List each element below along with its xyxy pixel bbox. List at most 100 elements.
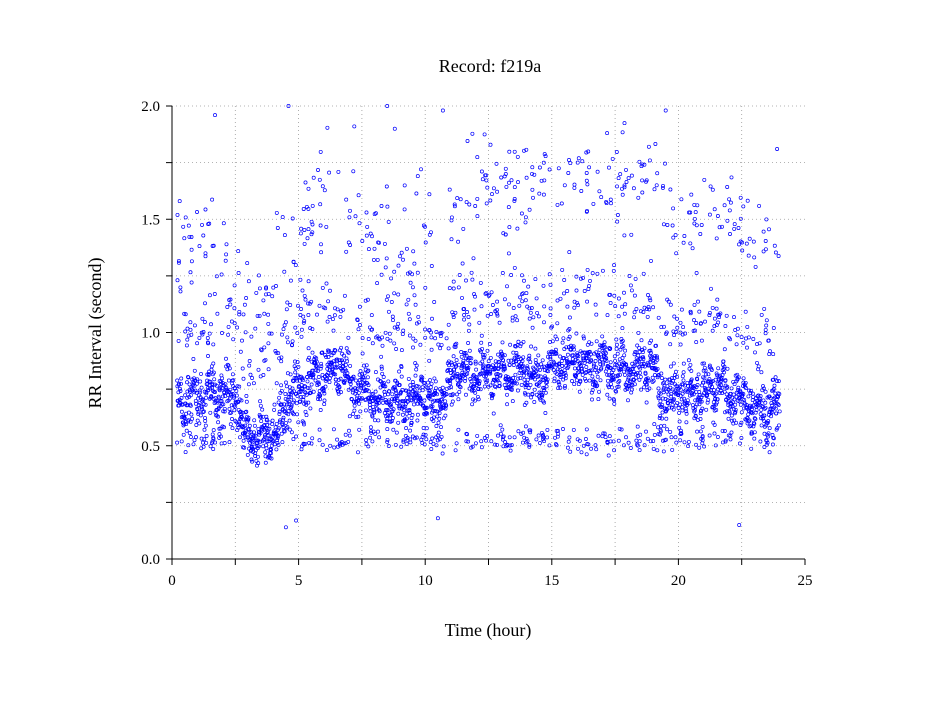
rr-data-point [364,438,369,443]
rr-data-point [342,381,347,385]
rr-data-point [401,399,406,404]
rr-data-point [462,306,467,311]
rr-data-point [605,372,610,377]
rr-data-point [339,345,344,350]
rr-data-point [523,215,528,220]
rr-data-point [245,261,250,266]
rr-data-point [397,406,402,411]
rr-data-point [326,299,331,304]
rr-data-point [241,376,246,381]
rr-data-point [322,402,327,407]
rr-data-point [317,393,322,398]
rr-data-point [322,398,327,403]
rr-data-point [216,414,220,419]
rr-data-point [526,284,531,289]
rr-data-point [290,390,295,395]
rr-data-point [673,435,678,440]
rr-data-point [211,370,216,375]
rr-data-point [287,427,292,432]
rr-data-point [352,399,357,404]
rr-data-point [380,396,385,401]
rr-data-point [524,366,529,370]
rr-data-point [586,287,591,291]
rr-data-point [290,339,295,344]
rr-data-point [432,300,437,304]
rr-data-point [588,368,593,373]
rr-data-point [366,247,371,252]
rr-data-point [211,447,216,451]
rr-data-point [741,392,746,396]
rr-data-point [625,387,630,391]
rr-data-point [758,412,763,417]
rr-data-point [185,380,189,385]
rr-data-point [511,306,516,310]
rr-data-point [446,322,451,327]
rr-data-point [641,357,646,361]
rr-data-point [229,410,234,415]
rr-data-point [310,436,315,441]
rr-data-point [572,299,577,304]
rr-data-point [373,431,378,436]
rr-data-point [626,440,631,445]
rr-data-point [235,384,240,389]
rr-data-point [527,444,532,449]
rr-data-point [319,364,324,369]
rr-data-point [274,447,279,452]
rr-data-point [615,351,620,356]
rr-data-point [249,444,254,449]
rr-data-point [679,197,684,202]
rr-data-point [201,410,206,415]
rr-data-point [379,204,384,208]
rr-data-point [179,381,183,386]
rr-data-point [411,249,416,254]
rr-data-point [566,439,571,444]
rr-data-point [646,144,651,149]
rr-data-point [363,388,368,393]
rr-data-point [528,360,533,365]
rr-data-point [602,431,607,436]
rr-data-point [509,387,514,392]
rr-data-point [720,385,725,390]
rr-data-point [620,304,625,309]
rr-data-point [497,320,502,325]
rr-data-point [473,441,478,446]
rr-data-point [188,270,193,275]
rr-data-point [354,415,359,420]
rr-data-point [386,294,390,299]
rr-data-point [208,386,212,391]
rr-data-point [232,386,237,390]
rr-data-point [414,363,419,368]
rr-data-point [725,185,730,189]
rr-data-point [398,254,402,259]
rr-data-point [469,270,474,275]
rr-data-point [384,297,389,302]
rr-data-point [736,375,741,380]
rr-data-point [536,433,541,438]
rr-data-point [746,394,751,399]
rr-data-point [322,188,327,193]
rr-data-point [379,396,384,401]
rr-data-point [442,403,447,408]
rr-data-point [542,178,547,183]
rr-data-point [488,355,493,360]
rr-data-point [423,327,428,332]
rr-data-point [473,398,477,403]
rr-data-point [280,332,284,337]
rr-data-point [290,342,295,347]
rr-data-point [298,277,303,282]
rr-data-point [567,250,572,255]
rr-data-point [366,383,371,388]
rr-data-point [724,313,729,318]
rr-data-point [741,204,746,209]
rr-data-point [269,456,274,461]
rr-data-point [638,370,642,375]
rr-data-point [178,285,183,290]
rr-data-point [197,388,202,393]
rr-data-point [640,350,645,355]
rr-data-point [597,189,602,194]
rr-data-point [496,352,501,357]
rr-data-point [710,385,715,389]
rr-data-point [200,316,205,321]
rr-data-point [644,400,649,405]
rr-data-point [712,324,717,329]
